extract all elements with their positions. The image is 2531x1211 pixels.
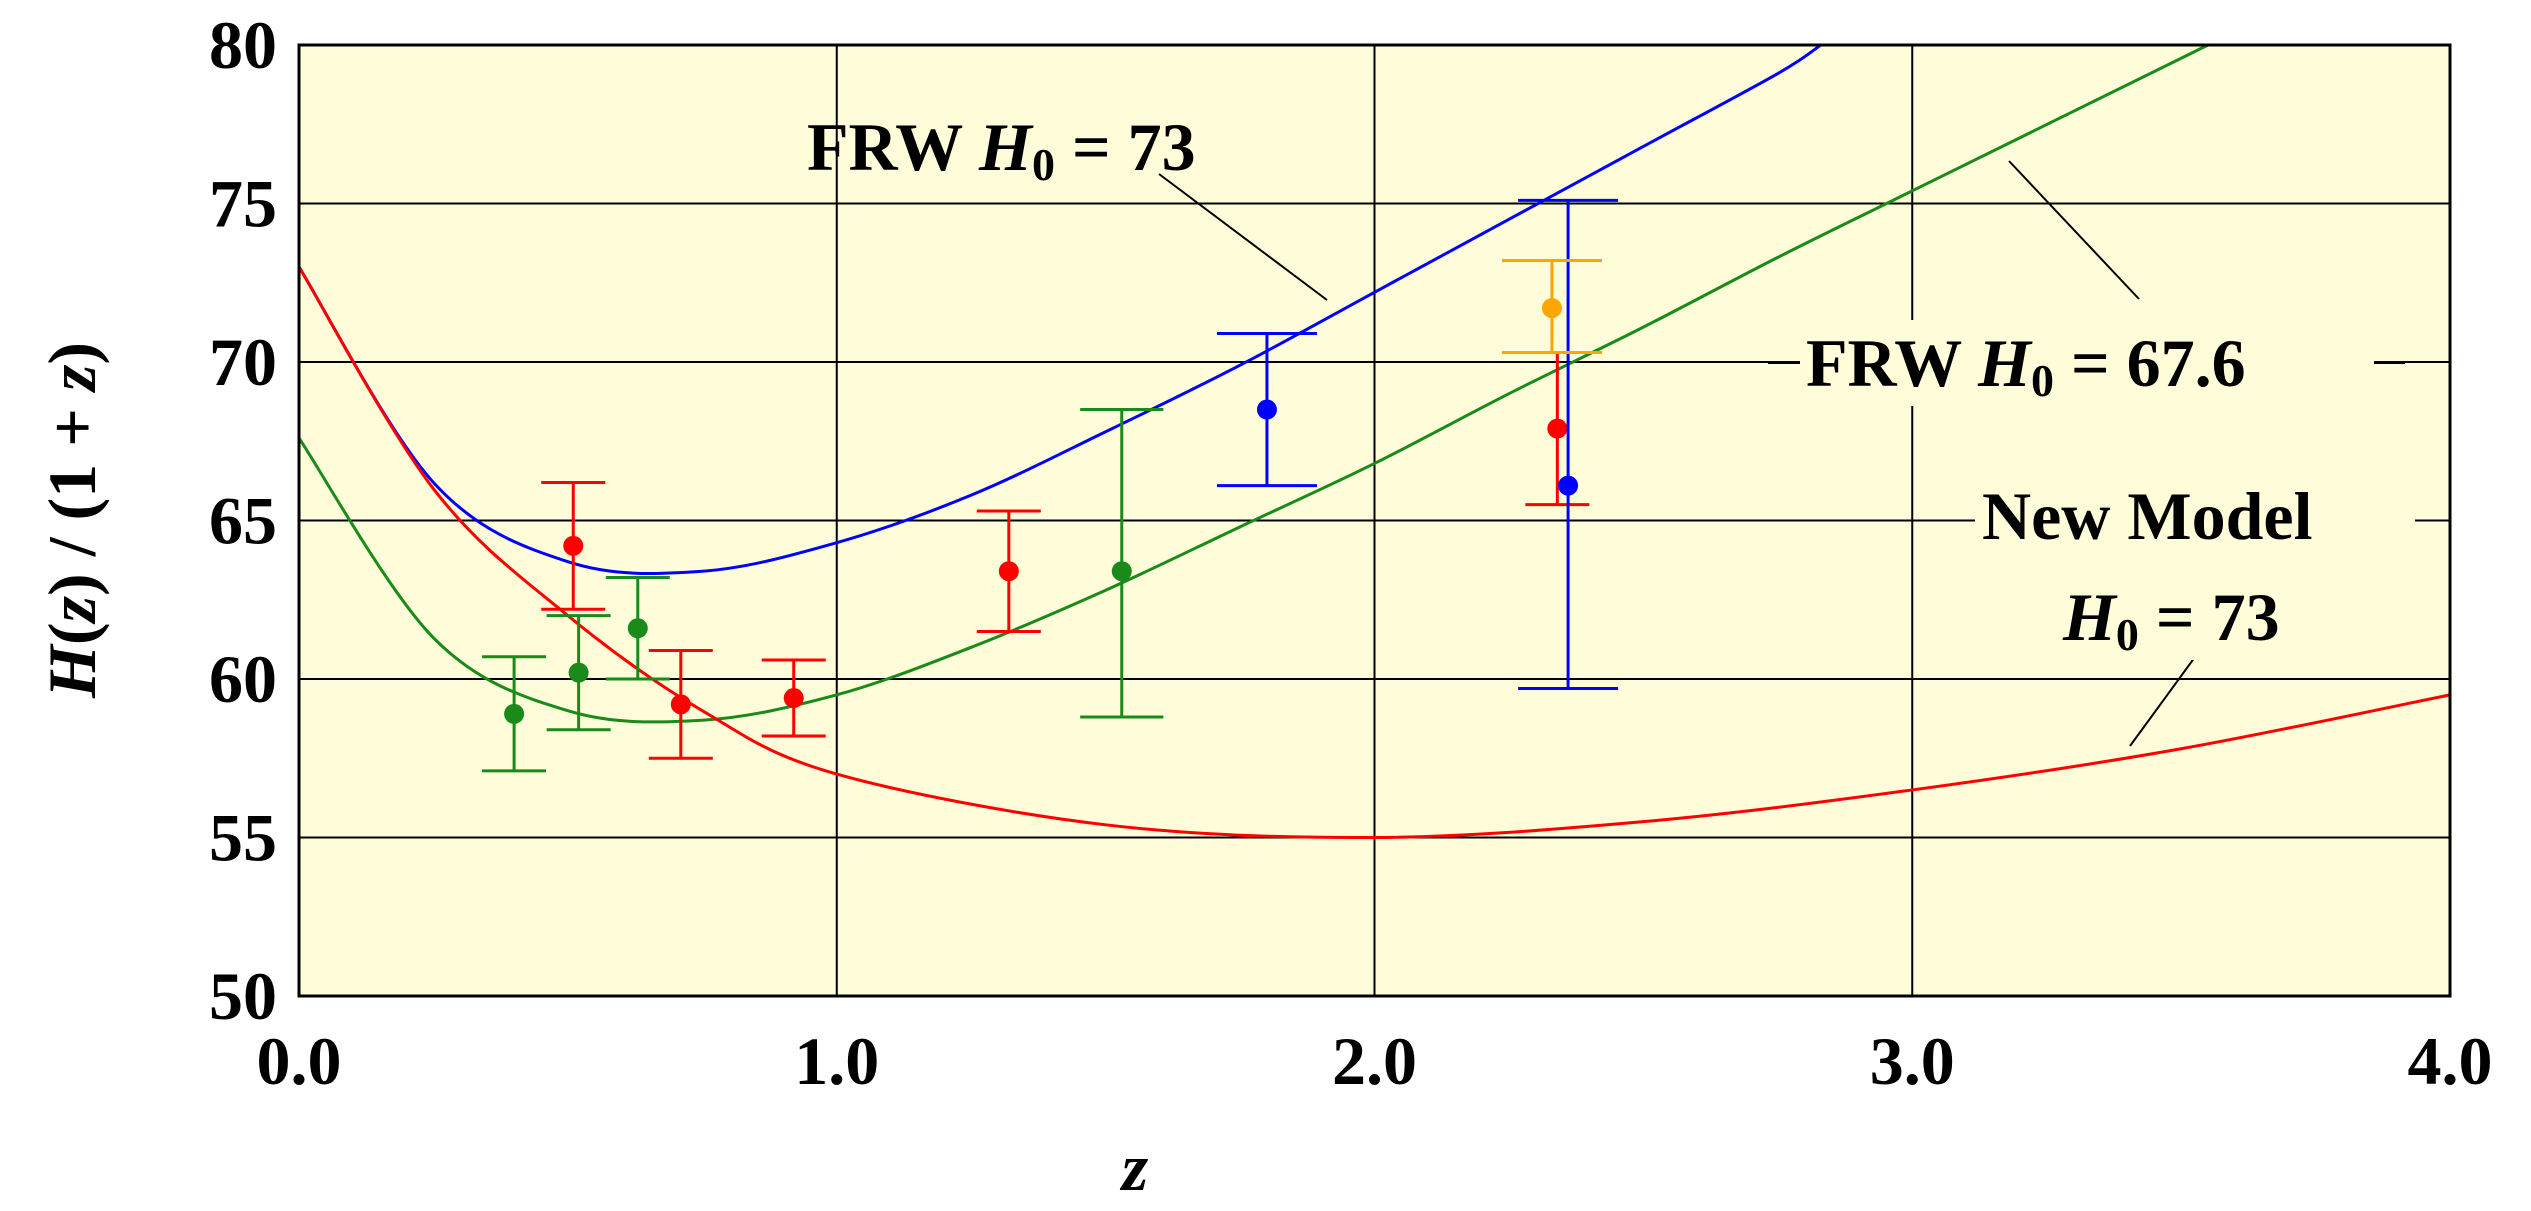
data-point: [627, 618, 648, 639]
y-label-part: z: [34, 595, 110, 624]
annotation-text: 0: [2116, 609, 2139, 660]
plot-frame: [297, 43, 2452, 998]
annotation-text: H: [978, 109, 1034, 185]
y-tick-label: 55: [209, 800, 277, 876]
y-tick-label: 70: [209, 324, 277, 400]
y-label-part: z: [34, 364, 110, 393]
leader: [1158, 173, 1328, 301]
y-label-part: (: [34, 622, 110, 645]
leader: [2008, 160, 2140, 300]
x-axis-label: z: [1120, 1129, 1149, 1205]
model-curve: [297, 43, 1822, 575]
data-point: [1558, 475, 1579, 496]
annotation: New Model: [1982, 478, 2312, 554]
leader: [2129, 645, 2204, 747]
annotation-text: = 67.6: [2054, 325, 2246, 401]
annotation-text: 0: [2031, 355, 2054, 406]
annotation-text: FRW: [807, 109, 979, 185]
x-tick-label: 3.0: [1870, 1023, 1955, 1099]
lines: [297, 43, 2451, 840]
label-bg: [1800, 320, 2374, 406]
y-label-part: ): [34, 342, 110, 365]
y-label-part: ) / (1 +: [34, 391, 110, 596]
annotation-text: = 73: [2139, 579, 2280, 655]
annotation-text: 0: [1032, 139, 1055, 190]
data-point: [504, 703, 525, 724]
y-tick-label: 60: [209, 641, 277, 717]
annotation-text: = 73: [1055, 109, 1196, 185]
y-axis-label: H(z) / (1 + z): [34, 342, 110, 699]
x-tick-label: 2.0: [1332, 1023, 1417, 1099]
y-tick-label: 75: [209, 166, 277, 242]
data-point: [783, 688, 804, 709]
x-tick-label: 4.0: [2408, 1023, 2493, 1099]
annotation-text: FRW: [1806, 325, 1978, 401]
data-point: [670, 694, 691, 715]
data-point: [568, 662, 589, 683]
error-bar: [1518, 198, 1619, 691]
label-bg: [1975, 470, 2415, 660]
data-point: [1541, 298, 1562, 319]
data-point: [563, 535, 584, 556]
y-tick-label: 65: [209, 483, 277, 559]
data-point: [1547, 418, 1568, 439]
y-label-part: H: [34, 643, 110, 699]
data-point: [1111, 561, 1132, 582]
model-curve: [297, 43, 2209, 724]
points: [482, 198, 1619, 773]
y-tick-label: 80: [209, 7, 277, 83]
annotation: FRW H0 = 73: [807, 109, 1196, 190]
x-tick-label: 0.0: [257, 1023, 342, 1099]
model-curve: [297, 266, 2451, 840]
annotation-text: H: [2062, 579, 2118, 655]
data-point: [998, 561, 1019, 582]
x-tick-label: 1.0: [794, 1023, 879, 1099]
annotation: FRW H0 = 67.6: [1806, 325, 2246, 406]
data-point: [1256, 399, 1277, 420]
y-tick-label: 50: [209, 958, 277, 1034]
annotation: H0 = 73: [2062, 579, 2280, 660]
annotation-text: H: [1977, 325, 2033, 401]
